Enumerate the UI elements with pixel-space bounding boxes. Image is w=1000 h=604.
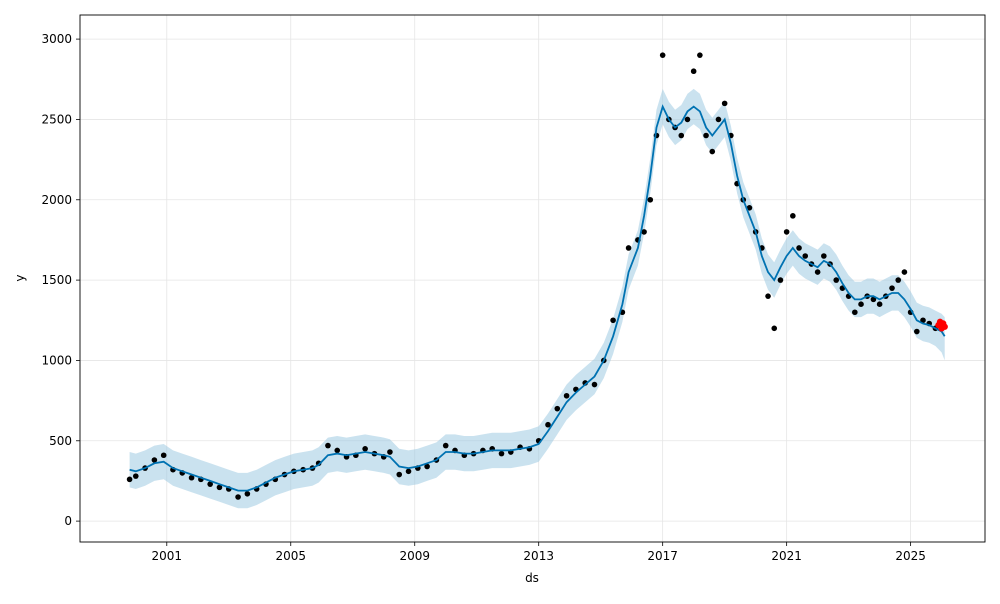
y-tick-label: 2500 — [41, 112, 72, 126]
data-point — [126, 476, 133, 483]
data-point — [132, 473, 139, 479]
data-point — [325, 442, 331, 449]
data-point — [641, 229, 647, 235]
data-point — [591, 381, 598, 388]
y-tick-label: 1500 — [41, 273, 72, 287]
y-tick-label: 0 — [64, 514, 72, 528]
data-point — [771, 325, 778, 332]
y-tick-label: 3000 — [41, 32, 72, 46]
data-point — [563, 392, 570, 399]
data-point — [244, 490, 251, 497]
x-tick-label: 2013 — [523, 549, 554, 563]
data-point — [235, 494, 241, 500]
data-point — [690, 68, 697, 75]
data-point — [659, 52, 666, 58]
y-axis-label: y — [13, 274, 27, 281]
data-point — [160, 452, 167, 459]
data-point — [901, 269, 908, 275]
data-point — [610, 317, 616, 324]
data-point — [498, 450, 505, 457]
data-point — [387, 449, 393, 455]
data-point — [678, 132, 685, 139]
data-point — [442, 442, 449, 449]
data-point — [396, 471, 403, 478]
data-point — [362, 446, 368, 452]
x-tick-label: 2001 — [152, 549, 183, 563]
x-tick-label: 2021 — [771, 549, 802, 563]
data-point — [216, 484, 223, 491]
data-point — [545, 421, 551, 428]
data-point — [697, 52, 703, 58]
data-point — [870, 296, 877, 303]
data-point — [765, 293, 771, 299]
x-tick-label: 2025 — [895, 549, 926, 563]
data-point — [151, 457, 158, 463]
data-point — [914, 328, 920, 335]
data-point — [554, 405, 561, 412]
data-point — [895, 277, 902, 283]
data-point — [783, 229, 790, 235]
y-tick-label: 2000 — [41, 193, 72, 207]
y-tick-label: 1000 — [41, 353, 72, 367]
x-tick-label: 2005 — [275, 549, 306, 563]
data-point — [709, 148, 716, 155]
data-point — [746, 205, 753, 211]
x-tick-label: 2017 — [647, 549, 678, 563]
data-point — [625, 245, 632, 251]
data-point — [721, 100, 728, 107]
y-axis-ticks: 0 500 1000 1500 2000 2500 3000 — [41, 32, 80, 528]
x-axis-label: ds — [525, 571, 539, 585]
data-point — [876, 301, 883, 308]
data-point — [796, 245, 802, 251]
data-point — [684, 116, 691, 123]
data-point — [334, 447, 341, 454]
x-axis-ticks: 2001 2005 2009 2013 2017 2021 2025 — [152, 542, 926, 563]
y-tick-label: 500 — [49, 434, 72, 448]
data-point — [821, 253, 827, 259]
data-point — [188, 474, 195, 481]
data-point — [858, 301, 864, 308]
data-point — [703, 132, 709, 139]
data-point — [790, 213, 796, 219]
data-point — [814, 269, 821, 275]
highlighted-point — [941, 323, 948, 330]
x-tick-label: 2009 — [399, 549, 430, 563]
trend-line — [129, 104, 946, 492]
data-point — [647, 196, 654, 203]
data-point — [424, 463, 430, 470]
data-point — [777, 277, 784, 283]
data-point — [207, 481, 213, 487]
data-point — [715, 116, 722, 123]
highlighted-points — [935, 318, 948, 332]
data-point — [405, 468, 412, 475]
data-point — [889, 285, 895, 291]
data-point — [833, 277, 840, 283]
data-point — [802, 253, 809, 259]
data-point — [852, 309, 858, 316]
data-point — [920, 317, 926, 324]
plot-frame — [79, 14, 986, 543]
